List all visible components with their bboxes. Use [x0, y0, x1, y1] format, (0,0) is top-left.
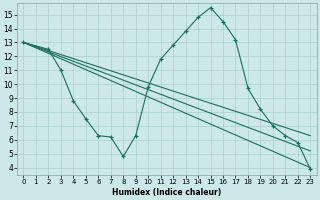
- X-axis label: Humidex (Indice chaleur): Humidex (Indice chaleur): [112, 188, 221, 197]
